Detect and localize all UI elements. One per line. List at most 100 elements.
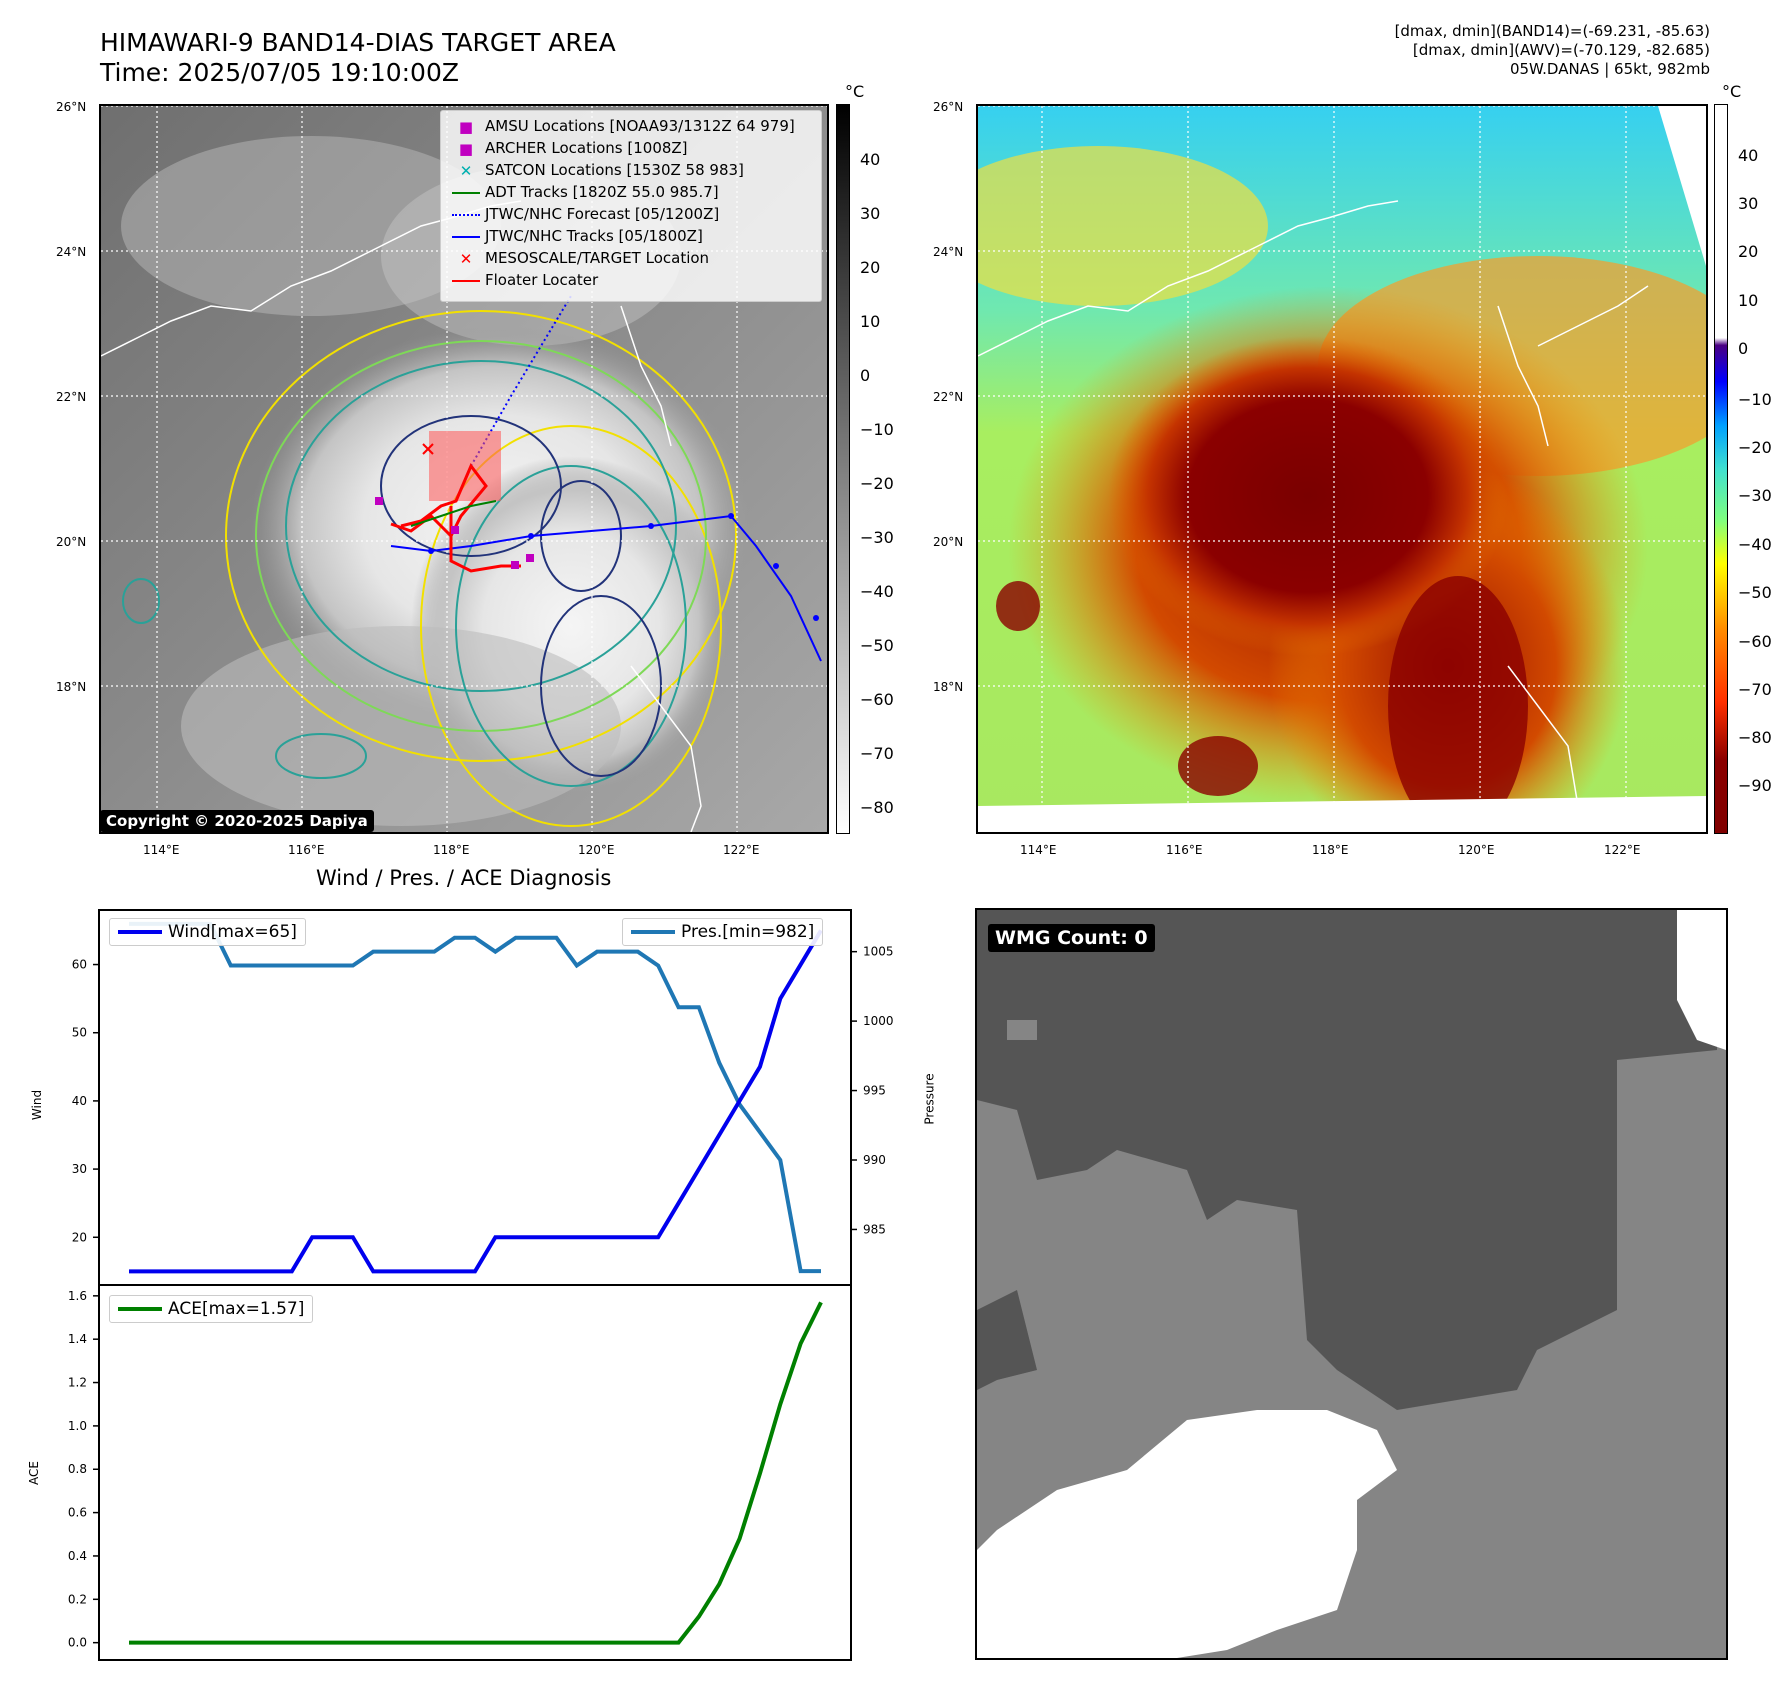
legend-item-archer: ■ ARCHER Locations [1008Z] — [458, 139, 688, 158]
ace-tick-label: 0.0 — [68, 1636, 87, 1650]
colorbar-tick: −70 — [1738, 680, 1772, 699]
wind-tick-label: 60 — [72, 958, 87, 972]
ace-axis-label: ACE — [26, 1461, 41, 1485]
lon-tick: 118°E — [433, 843, 470, 857]
lat-tick: 22°N — [933, 390, 964, 404]
ace-tick-label: 0.2 — [68, 1592, 87, 1606]
lat-tick: 26°N — [56, 100, 87, 114]
awv-colorbar — [1714, 104, 1728, 834]
lon-tick: 118°E — [1312, 843, 1349, 857]
lat-tick: 26°N — [933, 100, 964, 114]
lat-tick: 20°N — [933, 535, 964, 549]
legend-item-target: ✕ MESOSCALE/TARGET Location — [459, 249, 710, 268]
colorbar-tick: −70 — [860, 744, 894, 763]
colorbar-tick: −30 — [1738, 486, 1772, 505]
wind-legend: Wind[max=65] — [109, 918, 306, 946]
legend-item-floater: Floater Locater — [447, 269, 598, 291]
lon-tick: 116°E — [288, 843, 325, 857]
pressure-tick-label: 985 — [863, 1222, 886, 1236]
ace-series-line — [129, 1301, 823, 1645]
wind-series-line — [129, 929, 823, 1274]
lon-tick: 122°E — [723, 843, 760, 857]
lon-tick: 114°E — [1020, 843, 1057, 857]
colorbar-tick: −50 — [1738, 583, 1772, 602]
ace-tick-label: 0.4 — [68, 1549, 87, 1563]
colorbar-tick: −90 — [1738, 776, 1772, 795]
wind-tick-label: 50 — [72, 1026, 87, 1040]
ace-legend: ACE[max=1.57] — [109, 1295, 314, 1323]
colorbar-tick: −60 — [1738, 632, 1772, 651]
pressure-legend: Pres.[min=982] — [622, 918, 824, 946]
lat-tick: 24°N — [933, 245, 964, 259]
colorbar-tick: 10 — [860, 312, 881, 331]
lon-tick: 116°E — [1166, 843, 1203, 857]
wind-tick-label: 30 — [72, 1162, 87, 1176]
lat-tick: 18°N — [56, 680, 87, 694]
colorbar-tick: −40 — [860, 582, 894, 601]
legend-item-satcon: ✕ SATCON Locations [1530Z 58 983] — [459, 161, 744, 180]
ace-tick-label: 1.0 — [68, 1419, 87, 1433]
colorbar-tick: −50 — [860, 636, 894, 655]
legend-item-amsu: ■ AMSU Locations [NOAA93/1312Z 64 979] — [458, 117, 795, 136]
colorbar-tick: 30 — [860, 204, 881, 223]
wind-pres-axes — [98, 909, 852, 1286]
pressure-axis-label: Pressure — [922, 1073, 937, 1125]
wind-tick-label: 20 — [72, 1230, 87, 1244]
band14-colorbar — [836, 104, 850, 834]
colorbar-unit: °C — [845, 82, 865, 101]
figure-title: HIMAWARI-9 BAND14-DIAS TARGET AREA Time:… — [100, 28, 616, 87]
ace-tick-label: 0.6 — [68, 1506, 87, 1520]
wind-axis-label: Wind — [30, 1089, 45, 1121]
ace-tick-label: 1.2 — [68, 1376, 87, 1390]
legend-item-jtwc-forecast: JTWC/NHC Forecast [05/1200Z] — [447, 203, 719, 225]
lat-tick: 24°N — [56, 245, 87, 259]
lat-tick: 20°N — [56, 535, 87, 549]
lon-tick: 122°E — [1604, 843, 1641, 857]
colorbar-tick: −10 — [1738, 390, 1772, 409]
lat-tick: 18°N — [933, 680, 964, 694]
colorbar-tick: 30 — [1738, 194, 1759, 213]
map-legend: ■ AMSU Locations [NOAA93/1312Z 64 979] ■ A… — [440, 110, 822, 302]
wmg-panel — [975, 908, 1728, 1660]
colorbar-tick: 40 — [860, 150, 881, 169]
pressure-tick-label: 1005 — [863, 945, 894, 959]
colorbar-tick: −40 — [1738, 535, 1772, 554]
wind-tick-label: 40 — [72, 1094, 87, 1108]
legend-item-jtwc-tracks: JTWC/NHC Tracks [05/1800Z] — [447, 225, 703, 247]
pressure-series-line — [129, 921, 821, 1274]
lon-tick: 114°E — [143, 843, 180, 857]
colorbar-tick: −20 — [1738, 438, 1772, 457]
colorbar-unit: °C — [1722, 82, 1742, 101]
ace-tick-label: 0.8 — [68, 1462, 87, 1476]
awv-map-panel — [976, 104, 1708, 834]
wmg-count-badge: WMG Count: 0 — [988, 924, 1155, 952]
ace-axes — [98, 1284, 852, 1661]
lon-tick: 120°E — [1458, 843, 1495, 857]
ace-tick-label: 1.4 — [68, 1332, 87, 1346]
diagnosis-title: Wind / Pres. / ACE Diagnosis — [316, 866, 612, 890]
diagnosis-chart: 20 30 40 50 60 985 990 995 1000 1005 0.0 0.2 0.4 0.… — [68, 909, 894, 1661]
lon-tick: 120°E — [578, 843, 615, 857]
colorbar-tick: −80 — [860, 798, 894, 817]
colorbar-tick: −20 — [860, 474, 894, 493]
colorbar-tick: −80 — [1738, 728, 1772, 747]
wmg-imagery — [977, 910, 1726, 1658]
colorbar-tick: −60 — [860, 690, 894, 709]
colorbar-tick: 10 — [1738, 291, 1759, 310]
pressure-tick-label: 995 — [863, 1084, 886, 1098]
colorbar-tick: −30 — [860, 528, 894, 547]
colorbar-tick: 20 — [860, 258, 881, 277]
copyright-label: Copyright © 2020-2025 Dapiya — [100, 810, 374, 832]
colorbar-tick: 40 — [1738, 146, 1759, 165]
legend-item-adt: ADT Tracks [1820Z 55.0 985.7] — [447, 181, 719, 203]
storm-info: [dmax, dmin](BAND14)=(-69.231, -85.63) [… — [1394, 22, 1710, 78]
pressure-tick-label: 990 — [863, 1153, 886, 1167]
pressure-tick-label: 1000 — [863, 1014, 894, 1028]
ace-tick-label: 1.6 — [68, 1289, 87, 1303]
colorbar-tick: 20 — [1738, 242, 1759, 261]
colorbar-tick: −10 — [860, 420, 894, 439]
colorbar-tick: 0 — [860, 366, 871, 385]
colorbar-tick: 0 — [1738, 339, 1749, 358]
awv-imagery — [978, 106, 1706, 832]
lat-tick: 22°N — [56, 390, 87, 404]
